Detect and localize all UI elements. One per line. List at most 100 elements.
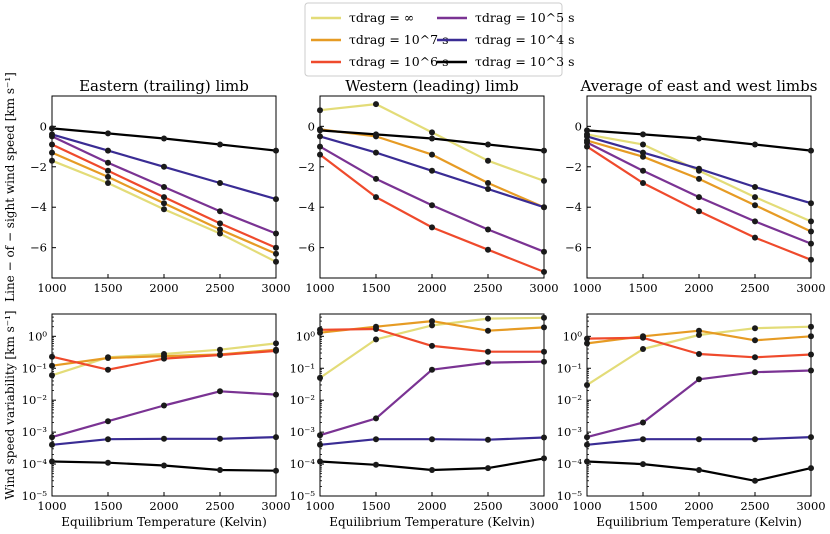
data-point (373, 175, 379, 182)
data-point (696, 327, 702, 334)
data-point (105, 159, 111, 166)
x-tick-label: 1000 (572, 499, 601, 513)
data-point (752, 218, 758, 225)
data-point (49, 362, 55, 369)
panel-0-0: Eastern (trailing) limb 1000 1500 2000 2500 3… (3, 72, 291, 302)
data-point (541, 348, 547, 355)
data-point (640, 419, 646, 426)
data-point (808, 434, 814, 441)
x-tick-label: 3000 (529, 499, 558, 513)
data-point (273, 434, 279, 441)
data-point (485, 246, 491, 253)
data-point (541, 248, 547, 255)
x-axis-label: Equilibrium Temperature (Kelvin) (329, 515, 535, 529)
x-tick-label: 3000 (529, 281, 558, 295)
data-point (696, 436, 702, 443)
data-point (752, 477, 758, 484)
data-point (429, 135, 435, 142)
axes-frame (319, 95, 545, 279)
data-point (105, 459, 111, 466)
y-tick-label: 10⁻³ (557, 425, 583, 439)
x-tick-label: 2500 (205, 281, 234, 295)
data-point (217, 180, 223, 186)
axes-frame (586, 95, 812, 279)
x-tick-label: 2000 (417, 281, 446, 295)
data-point (752, 234, 758, 241)
data-point (541, 358, 547, 365)
y-tick-label: 10⁻⁵ (557, 489, 583, 503)
x-tick-label: 1000 (305, 499, 334, 513)
y-tick-label: 10⁻⁵ (290, 489, 316, 503)
panel-title: Average of east and west limbs (580, 77, 818, 95)
data-point (541, 455, 547, 462)
data-point (273, 340, 279, 347)
x-tick-label: 2500 (740, 499, 769, 513)
legend-label: τdrag = 10^5 s (475, 10, 575, 25)
data-point (317, 458, 323, 465)
data-point (317, 326, 323, 333)
panel-title: Western (leading) limb (345, 77, 518, 95)
x-tick-label: 2000 (684, 281, 713, 295)
data-point (752, 436, 758, 443)
data-point (49, 141, 55, 148)
data-point (105, 130, 111, 137)
x-tick-label: 1500 (361, 281, 390, 295)
data-point (640, 131, 646, 138)
data-point (541, 177, 547, 184)
y-tick-label: 0 (40, 119, 47, 133)
data-point (640, 436, 646, 443)
data-point (161, 184, 167, 190)
data-point (105, 366, 111, 373)
data-point (49, 434, 55, 441)
y-tick-label: 10⁻² (290, 393, 315, 407)
data-point (373, 326, 379, 332)
data-point (752, 337, 758, 344)
data-point (105, 436, 111, 443)
y-tick-label: 0 (575, 119, 582, 133)
data-point (161, 435, 167, 442)
y-tick-label: 10⁻⁴ (22, 457, 48, 471)
x-tick-label: 1000 (37, 499, 66, 513)
x-tick-label: 3000 (796, 281, 825, 295)
data-point (485, 315, 491, 322)
panels: Eastern (trailing) limb 1000 1500 2000 2500 3… (3, 72, 826, 529)
data-point (752, 194, 758, 201)
data-point (429, 342, 435, 349)
x-axis-label: Equilibrium Temperature (Kelvin) (61, 515, 267, 529)
panel-title: Eastern (trailing) limb (79, 77, 249, 95)
x-tick-label: 1500 (628, 499, 657, 513)
data-point (273, 244, 279, 251)
data-point (373, 101, 379, 108)
y-axis-label: Line − of − sight wind speed [km s⁻¹] (3, 72, 17, 302)
y-tick-label: 10⁻⁵ (22, 489, 48, 503)
data-point (485, 436, 491, 443)
data-point (217, 141, 223, 148)
series-line (586, 145, 812, 261)
data-point (808, 465, 814, 472)
data-point (217, 435, 223, 442)
y-tick-label: 10⁻² (557, 393, 582, 407)
x-axis-label: Equilibrium Temperature (Kelvin) (596, 515, 802, 529)
data-point (105, 418, 111, 425)
data-point (429, 151, 435, 158)
legend-label: τdrag = 10^7 s (349, 32, 449, 47)
data-point (217, 220, 223, 227)
data-point (317, 151, 323, 158)
data-point (317, 127, 323, 134)
data-point (161, 462, 167, 469)
data-point (808, 240, 814, 247)
data-point (640, 141, 646, 148)
panel-1-2: 1000 1500 2000 2500 3000 10⁻⁵ 10⁻⁴ 10⁻³ 10⁻² 10⁻¹… (557, 313, 826, 529)
data-point (485, 359, 491, 366)
x-tick-label: 1500 (93, 499, 122, 513)
data-point (808, 333, 814, 340)
data-point (485, 180, 491, 186)
x-tick-label: 2500 (473, 281, 502, 295)
data-point (808, 200, 814, 207)
data-point (640, 461, 646, 468)
data-point (317, 374, 323, 381)
data-point (696, 332, 702, 338)
y-tick-label: −6 (30, 241, 47, 255)
x-tick-label: 1000 (572, 281, 601, 295)
